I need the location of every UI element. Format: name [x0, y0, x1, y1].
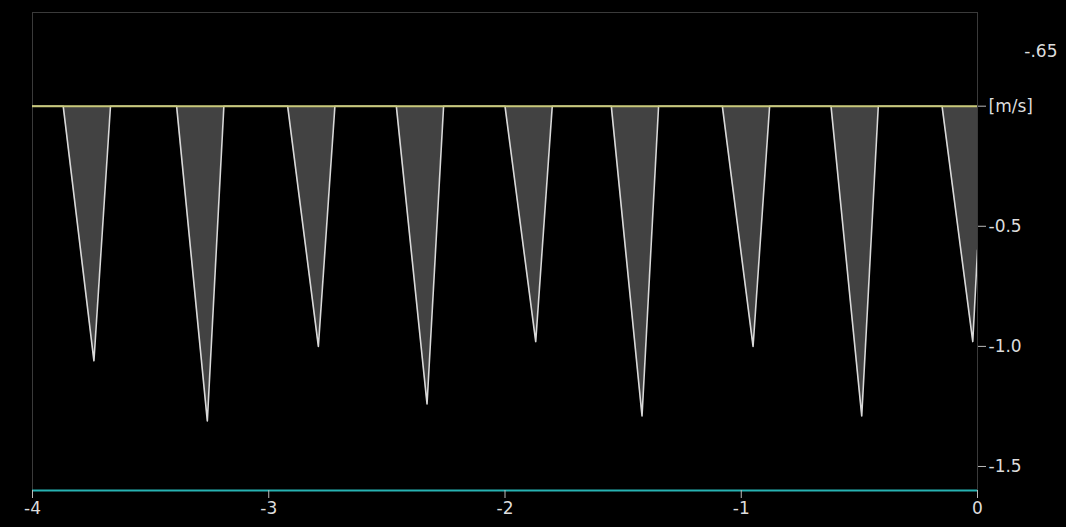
svg-text:-2: -2 — [497, 498, 514, 518]
svg-text:-1: -1 — [733, 498, 750, 518]
svg-text:-1.5: -1.5 — [989, 456, 1022, 476]
svg-text:-4: -4 — [24, 498, 41, 518]
svg-text:0: 0 — [972, 498, 983, 518]
svg-text:-3: -3 — [260, 498, 277, 518]
svg-text:-1.0: -1.0 — [989, 336, 1022, 356]
svg-text:-0.5: -0.5 — [989, 216, 1022, 236]
svg-text:[m/s]: [m/s] — [989, 96, 1033, 116]
svg-text:-.65: -.65 — [1024, 41, 1057, 61]
